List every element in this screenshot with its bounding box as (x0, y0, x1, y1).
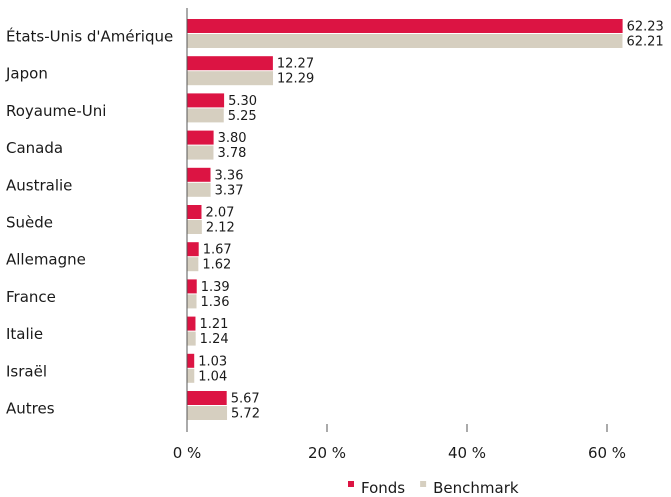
bar-fonds (187, 19, 623, 33)
value-label: 1.62 (202, 258, 231, 273)
bar-fonds (187, 130, 214, 145)
bar-benchmark (187, 406, 228, 420)
value-label: 1.04 (198, 369, 227, 384)
value-label: 62.23 (627, 20, 664, 35)
bar-benchmark (187, 182, 211, 197)
legend-label-benchmark: Benchmark (433, 479, 519, 497)
value-label: 1.67 (203, 243, 232, 258)
bar-fonds (187, 56, 273, 71)
category-label: France (6, 288, 56, 306)
legend-swatch-fonds (348, 481, 354, 487)
legend-label-fonds: Fonds (361, 479, 405, 497)
category-label: Royaume-Uni (6, 102, 106, 120)
category-label: Canada (6, 139, 63, 157)
category-label: États-Unis d'Amérique (6, 27, 173, 46)
legend-swatch-benchmark (420, 481, 427, 487)
value-label: 5.30 (228, 94, 257, 109)
bar-benchmark (187, 108, 224, 123)
x-tick-label: 0 % (173, 444, 202, 462)
value-label: 2.12 (206, 221, 235, 236)
value-label: 5.25 (228, 109, 257, 124)
value-label: 1.39 (201, 280, 230, 295)
category-label: Suède (6, 214, 53, 232)
category-label: Allemagne (6, 251, 86, 269)
bar-fonds (187, 167, 211, 182)
bar-benchmark (187, 71, 274, 86)
bar-benchmark (187, 257, 199, 272)
bar-benchmark (187, 145, 214, 160)
x-tick-label: 60 % (588, 444, 626, 462)
bar-fonds (187, 279, 197, 294)
value-label: 1.21 (199, 317, 228, 332)
value-label: 3.80 (218, 131, 247, 146)
x-tick-label: 40 % (448, 444, 486, 462)
category-label: Australie (6, 176, 72, 194)
value-label: 1.24 (200, 332, 229, 347)
value-label: 1.36 (201, 295, 230, 310)
value-label: 2.07 (205, 206, 234, 221)
bar-fonds (187, 316, 196, 331)
category-label: Japon (5, 65, 48, 83)
bar-benchmark (187, 368, 195, 383)
category-label: Autres (6, 400, 55, 418)
value-label: 12.29 (277, 72, 314, 87)
bar-benchmark (187, 34, 623, 48)
value-label: 3.36 (215, 168, 244, 183)
value-label: 3.78 (217, 146, 246, 161)
value-label: 62.21 (626, 35, 663, 50)
value-label: 5.72 (231, 407, 260, 422)
category-label: Israël (6, 362, 47, 380)
x-tick-label: 20 % (308, 444, 346, 462)
bar-benchmark (187, 294, 197, 309)
bar-fonds (187, 205, 202, 219)
category-label: Italie (6, 325, 43, 343)
bar-benchmark (187, 220, 202, 234)
bar-fonds (187, 353, 195, 368)
value-label: 5.67 (231, 392, 260, 407)
value-label: 3.37 (215, 183, 244, 198)
value-label: 12.27 (277, 57, 314, 72)
value-label: 1.03 (198, 354, 227, 369)
bar-fonds (187, 391, 227, 405)
bar-fonds (187, 242, 199, 257)
bar-benchmark (187, 331, 196, 346)
bar-fonds (187, 93, 225, 108)
